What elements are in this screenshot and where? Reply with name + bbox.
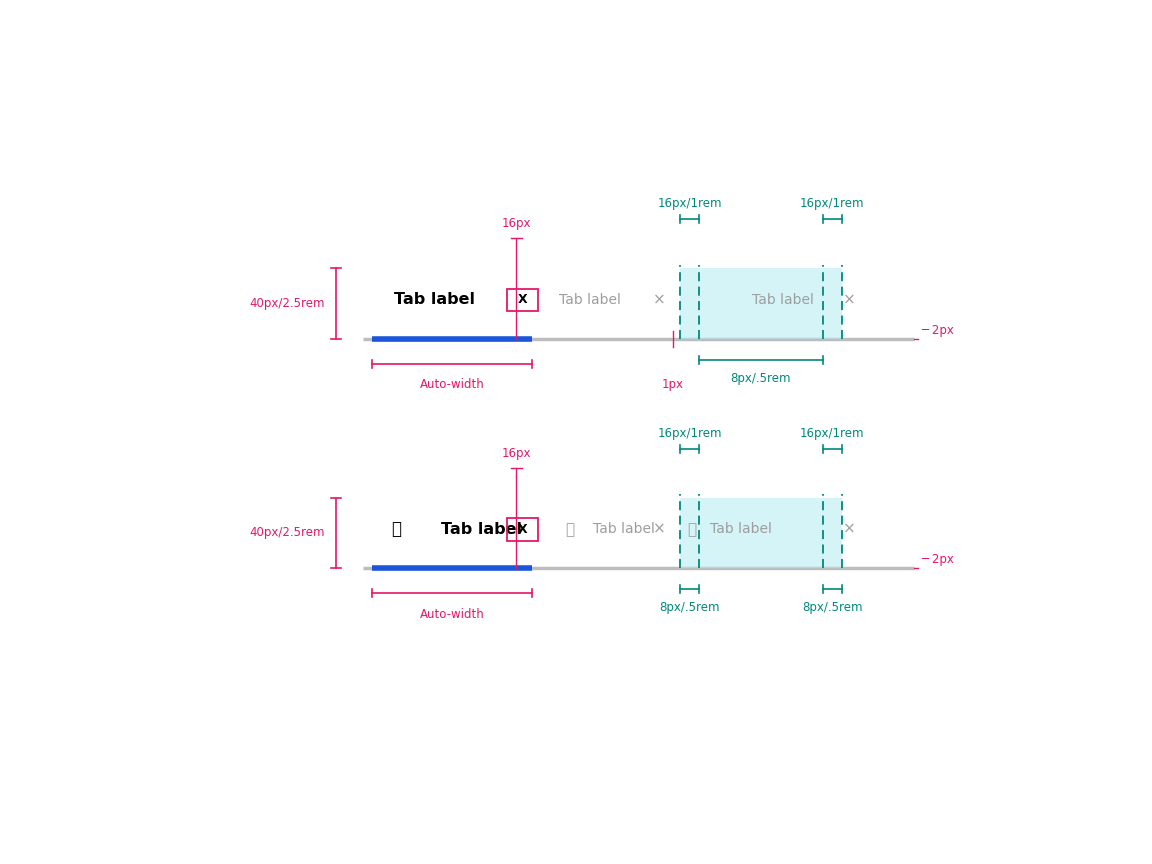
Text: 8px/.5rem: 8px/.5rem <box>659 601 720 614</box>
Bar <box>680 498 842 568</box>
Text: 16px/1rem: 16px/1rem <box>801 197 865 210</box>
Text: 40px/2.5rem: 40px/2.5rem <box>250 296 325 310</box>
Text: Tab label: Tab label <box>559 293 621 307</box>
Text: 40px/2.5rem: 40px/2.5rem <box>250 526 325 539</box>
Text: 1px: 1px <box>661 378 683 391</box>
Text: 8px/.5rem: 8px/.5rem <box>802 601 863 614</box>
Bar <box>507 518 538 541</box>
Bar <box>507 289 538 311</box>
Text: Auto-width: Auto-width <box>419 378 484 391</box>
Text: Tab label: Tab label <box>441 522 522 537</box>
Text: Tab label: Tab label <box>752 293 813 307</box>
Text: ×: × <box>843 522 856 537</box>
Text: ⎈: ⎈ <box>688 522 697 537</box>
Text: Tab label: Tab label <box>394 292 475 308</box>
Text: ─ 2px: ─ 2px <box>920 323 954 337</box>
Text: ⎈: ⎈ <box>566 522 575 537</box>
Text: 16px: 16px <box>501 447 531 460</box>
Text: ×: × <box>653 292 666 308</box>
Bar <box>680 268 842 339</box>
Text: ×: × <box>653 522 666 537</box>
Text: X: X <box>517 294 528 307</box>
Text: Tab label: Tab label <box>710 523 772 537</box>
Text: 16px: 16px <box>501 217 531 230</box>
Text: 16px/1rem: 16px/1rem <box>801 427 865 440</box>
Text: ⎈: ⎈ <box>392 520 402 538</box>
Text: 8px/.5rem: 8px/.5rem <box>730 372 791 384</box>
Text: ─ 2px: ─ 2px <box>920 553 954 566</box>
Text: Tab label: Tab label <box>593 523 655 537</box>
Text: ×: × <box>843 292 856 308</box>
Text: 16px/1rem: 16px/1rem <box>658 427 722 440</box>
Text: 16px/1rem: 16px/1rem <box>658 197 722 210</box>
Text: Auto-width: Auto-width <box>419 608 484 621</box>
Text: X: X <box>517 523 528 536</box>
